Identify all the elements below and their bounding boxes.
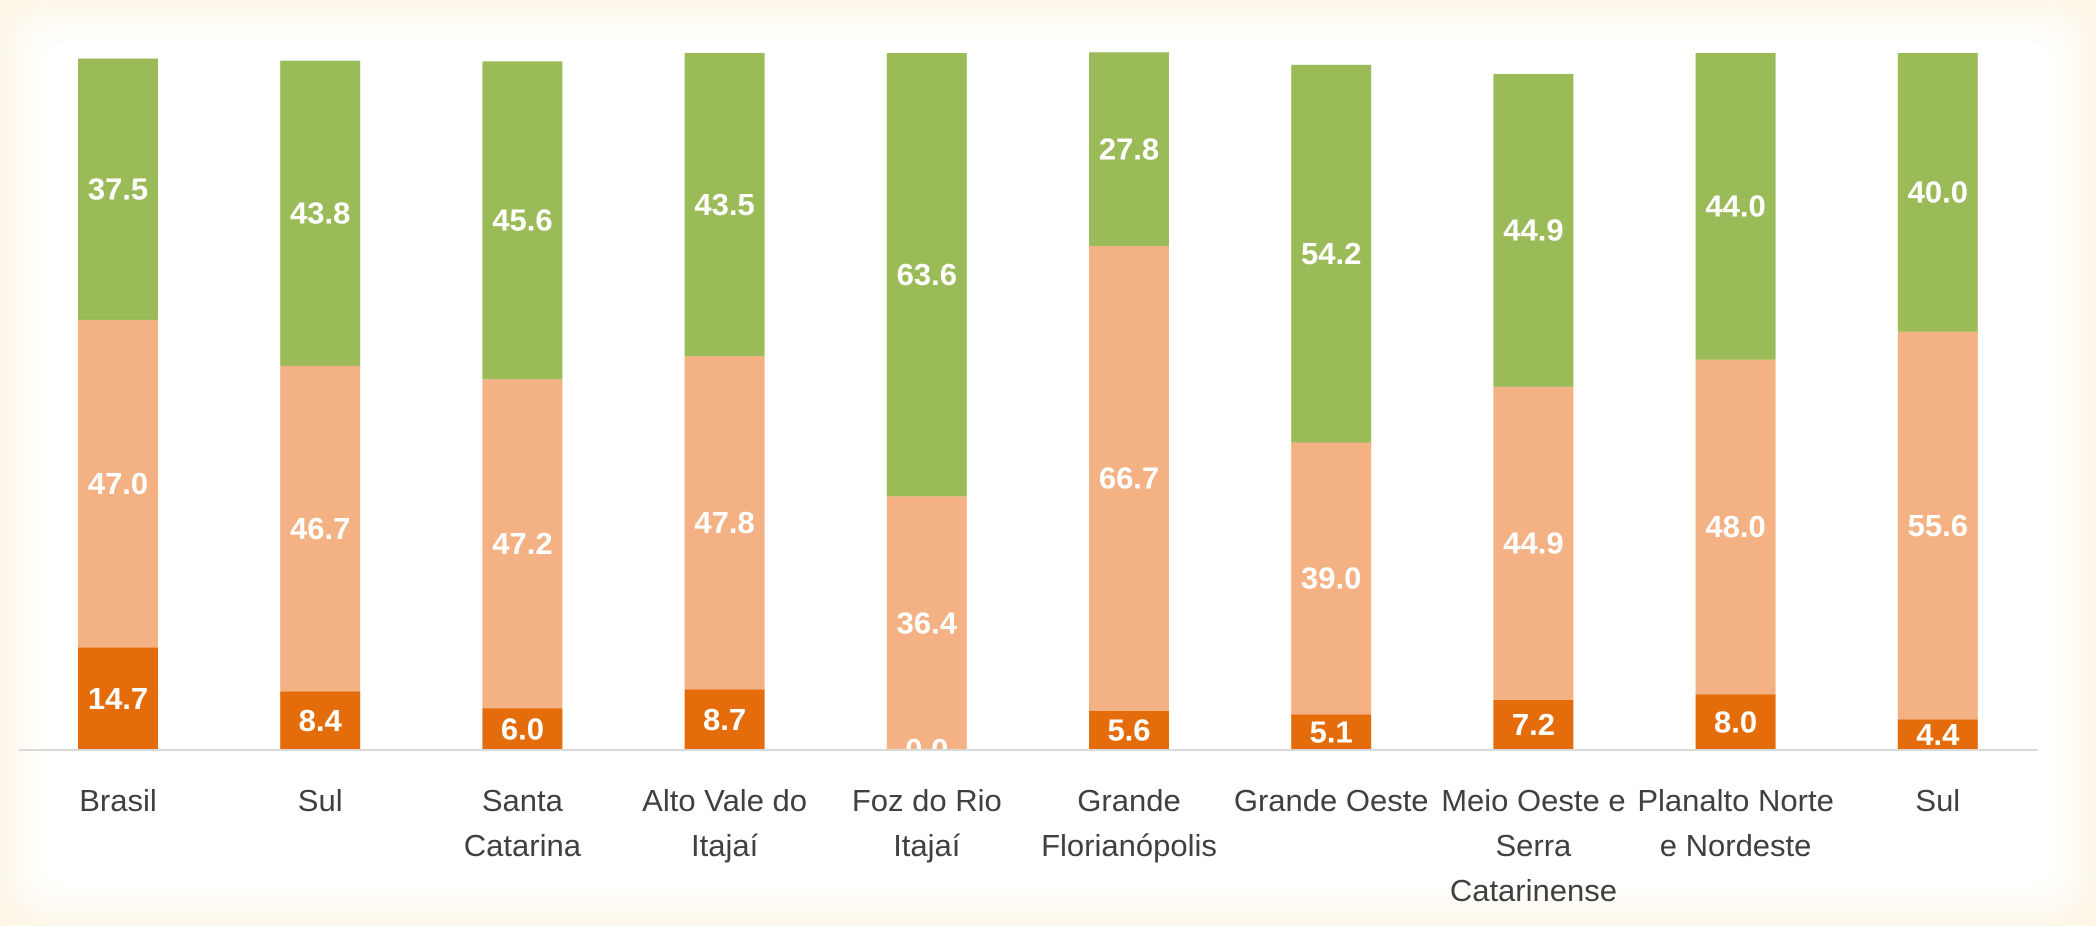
bar-segment — [78, 58, 158, 320]
data-label: 5.1 — [1310, 714, 1353, 749]
bar-segment — [482, 61, 563, 380]
data-label: 45.6 — [492, 202, 552, 237]
data-label: 47.2 — [492, 526, 552, 561]
bar-segment — [482, 379, 563, 709]
data-label: 63.6 — [897, 257, 957, 292]
bars — [78, 52, 1978, 750]
bar-segment — [78, 319, 158, 648]
data-label: 46.7 — [290, 511, 350, 546]
x-tick-label: Grande Oeste — [1233, 783, 1429, 818]
data-label: 48.0 — [1705, 509, 1765, 544]
x-tick-label: Sul — [297, 783, 343, 818]
data-label: 55.6 — [1908, 508, 1968, 543]
bar-segment — [1897, 331, 1978, 720]
x-tick-label: Sul — [1915, 783, 1961, 818]
data-label: 43.8 — [290, 195, 350, 230]
bar-segment — [886, 496, 967, 750]
data-label: 44.0 — [1705, 189, 1765, 224]
data-label: 47.8 — [694, 505, 754, 540]
data-label: 37.5 — [88, 171, 148, 206]
data-label: 7.2 — [1512, 707, 1555, 742]
data-label: 4.4 — [1916, 717, 1960, 752]
data-label: 14.7 — [88, 681, 148, 716]
bar-segment — [1897, 719, 1978, 750]
bar-segment — [684, 689, 765, 750]
data-label: 47.0 — [88, 466, 148, 501]
bar-segment — [1493, 386, 1574, 700]
bar-segment — [1493, 73, 1574, 387]
data-label: 44.9 — [1503, 213, 1563, 248]
data-label: 5.6 — [1107, 713, 1150, 748]
bar-segment — [1089, 246, 1169, 711]
bar-segment — [1291, 442, 1372, 715]
bar-segment — [1493, 699, 1574, 750]
bar-segment — [482, 708, 563, 750]
bar-segment — [280, 60, 361, 366]
data-label: 36.4 — [897, 605, 958, 640]
bar-segment — [1291, 64, 1372, 443]
bar-segment — [78, 647, 158, 750]
data-label: 8.4 — [299, 703, 343, 738]
x-tick-label: Brasil — [79, 783, 157, 818]
bar-segment — [684, 356, 765, 690]
x-tick-label: Foz do Rio Itajaí — [851, 783, 1002, 863]
bar-segment — [1089, 52, 1169, 247]
value-labels: 14.7 47.0 37.5 8.4 46.7 43.8 6.0 47.2 45.6 8.7 47.… — [88, 131, 1968, 767]
bar-segment — [280, 365, 361, 692]
x-tick-label: Meio Oeste e Serra Catarinense — [1441, 783, 1626, 908]
data-label: 66.7 — [1099, 461, 1159, 496]
bar-segment — [280, 691, 361, 750]
data-label: 6.0 — [501, 711, 544, 746]
data-label: 8.7 — [703, 702, 746, 737]
bar-segment — [1695, 359, 1776, 695]
x-tick-label: Grande Florianópolis — [1041, 783, 1217, 863]
bar-segment — [1695, 694, 1776, 750]
data-label: 39.0 — [1301, 561, 1361, 596]
x-tick-label: Alto Vale do Itajaí — [642, 783, 808, 863]
data-label: 43.5 — [694, 187, 754, 222]
x-tick-label: Planalto Norte e Nordeste — [1637, 783, 1834, 863]
bar-segment — [1089, 710, 1169, 750]
data-label: 54.2 — [1301, 236, 1361, 271]
bar-segment — [1897, 53, 1978, 332]
data-label: 8.0 — [1714, 704, 1757, 739]
data-label: 27.8 — [1099, 131, 1159, 166]
bar-segment — [1695, 53, 1776, 360]
x-tick-label: Santa Catarina — [463, 783, 581, 863]
bar-segment — [684, 53, 765, 357]
data-label: 44.9 — [1503, 526, 1563, 561]
data-label: 40.0 — [1908, 175, 1968, 210]
bar-segment — [886, 53, 967, 497]
bar-segment — [1291, 714, 1372, 750]
